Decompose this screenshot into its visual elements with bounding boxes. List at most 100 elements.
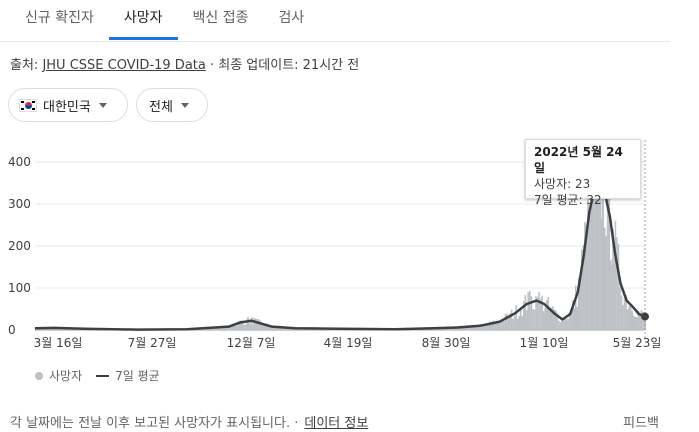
deaths-chart[interactable]: 0 100 200 300 400 3월 16일 7월 27일 12월 7일 4월 19일 8월… [0,140,660,355]
deaths-bar [617,244,620,330]
deaths-bar [541,295,543,330]
deaths-bar [568,312,571,330]
chart-tooltip: 2022년 5월 24일 사망자: 23 7일 평균: 32 [525,139,641,207]
deaths-bar [591,170,594,330]
legend-deaths-label: 사망자 [49,369,83,383]
deaths-bar [268,325,270,330]
range-dropdown[interactable]: 전체 [136,88,208,122]
deaths-bar [512,319,514,330]
deaths-bar [535,296,537,330]
deaths-bar [481,323,484,330]
deaths-bar [480,323,482,330]
deaths-bar [247,317,250,330]
x-tick-label: 8월 30일 [422,336,471,350]
deaths-bar [242,321,244,330]
deaths-bar [631,310,634,330]
deaths-bar [228,325,230,330]
deaths-bar [538,292,540,330]
deaths-bar [506,313,508,330]
tab-vaccinations[interactable]: 백신 접종 [192,10,249,26]
source-link[interactable]: JHU CSSE COVID-19 Data [42,58,206,73]
deaths-bar [529,290,531,330]
deaths-bar [605,236,608,330]
x-tick-label: 7월 27일 [128,336,177,350]
deaths-bar [498,322,501,330]
deaths-bar [524,295,527,330]
feedback-link[interactable]: 피드백 [623,416,659,431]
deaths-bar [461,327,464,330]
deaths-bar [464,327,467,330]
legend-avg-label: 7일 평균 [115,369,160,383]
range-label: 전체 [149,99,173,115]
deaths-bar [584,221,586,330]
deaths-bar [544,307,546,330]
deaths-bar [286,327,288,330]
deaths-bar [257,318,259,330]
deaths-bar [577,278,580,330]
deaths-bar [260,321,262,330]
deaths-bar [625,295,627,330]
tab-deaths[interactable]: 사망자 [108,0,178,40]
deaths-bar [553,309,556,330]
deaths-bar [536,297,539,330]
deaths-bar [490,322,493,330]
deaths-bar [503,321,505,330]
tab-tests[interactable]: 검사 [278,10,305,26]
data-info-link[interactable]: 데이터 정보 [304,416,369,431]
y-tick-label: 100 [8,281,31,295]
chart-legend: 사망자 7일 평균 [35,367,160,384]
deaths-bar [504,314,507,330]
deaths-bar [597,153,600,330]
deaths-bar [539,298,542,330]
tab-new-cases[interactable]: 신규 확진자 [25,10,94,26]
deaths-bar [530,296,533,330]
deaths-bar [497,322,499,330]
deaths-bar [220,328,223,330]
deaths-bar [235,326,238,330]
deaths-bar [472,325,475,330]
deaths-bar [527,292,530,330]
deaths-bar [616,237,618,330]
hover-point [641,312,649,321]
deaths-bar [240,320,243,330]
deaths-bar [500,323,502,330]
deaths-bar [283,327,285,330]
deaths-bar [623,293,626,330]
deaths-bar [269,326,272,330]
deaths-bar [489,321,492,330]
deaths-bar [60,328,62,330]
deaths-bar [533,309,536,330]
deaths-bar [612,229,614,330]
deaths-bar [593,153,595,330]
legend-avg-swatch [96,374,110,377]
deaths-bar [231,326,233,330]
country-dropdown[interactable]: 대한민국 [8,88,128,122]
deaths-bar [532,308,534,330]
legend-deaths-swatch [35,371,43,380]
y-tick-label: 0 [8,323,16,337]
deaths-bar [603,227,606,330]
deaths-bar [626,309,629,330]
deaths-bar [573,308,575,330]
deaths-bar [606,199,609,330]
deaths-bar [515,305,517,330]
deaths-bar [639,314,641,330]
deaths-bar [253,318,256,330]
deaths-bar [245,324,247,330]
tooltip-date: 2022년 5월 24일 [534,145,623,175]
tooltip-deaths: 사망자: 23 [534,177,591,191]
tooltip-avg: 7일 평균: 32 [534,193,602,207]
x-tick-label: 3월 16일 [34,336,83,350]
deaths-bar [558,320,560,330]
deaths-bar [211,328,214,330]
deaths-bar [483,324,485,330]
deaths-bar [555,310,557,330]
deaths-bar [561,317,563,330]
footer-note: 각 날짜에는 전날 이후 보고된 사망자가 표시됩니다. · 데이터 정보 [10,412,368,431]
deaths-bar [492,320,495,330]
deaths-bar [258,319,261,330]
x-tick-label: 4월 19일 [324,336,373,350]
deaths-bar [239,321,241,330]
deaths-bar [519,309,522,330]
deaths-bar [475,326,478,330]
